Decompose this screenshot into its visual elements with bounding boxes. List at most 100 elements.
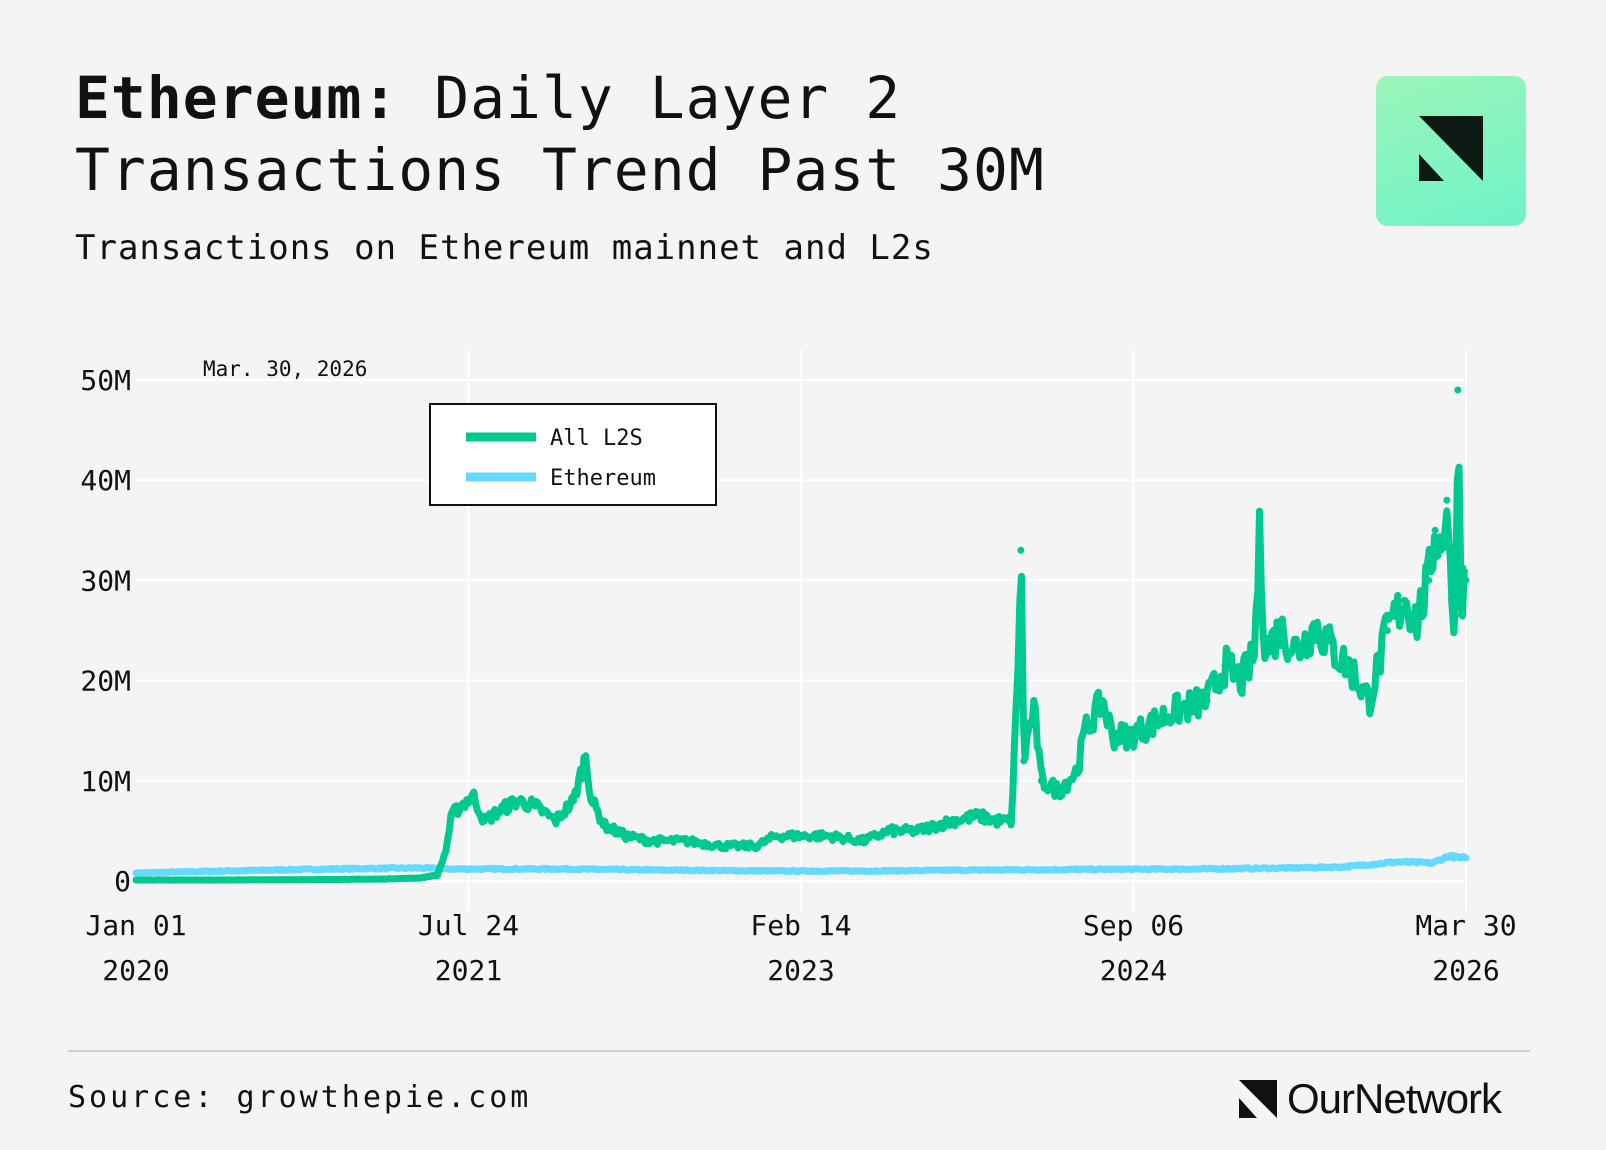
y-tick-label: 40M [80, 464, 131, 497]
legend-label: Ethereum [550, 466, 656, 491]
data-point-all-l2s [1055, 787, 1063, 795]
data-point-all-l2s [1456, 556, 1464, 564]
data-point-all-l2s [1020, 757, 1028, 765]
data-point-all-l2s [132, 876, 140, 884]
data-point-ethereum [859, 867, 867, 875]
y-tick-label: 20M [80, 665, 131, 698]
data-point-all-l2s [1013, 677, 1021, 685]
data-point-all-l2s [682, 837, 690, 845]
data-point-all-l2s [221, 876, 229, 884]
legend-label: All L2S [550, 426, 643, 451]
data-point-all-l2s [1144, 722, 1152, 730]
data-point-all-l2s [1462, 576, 1470, 584]
data-point-all-l2s [1008, 817, 1016, 825]
data-point-all-l2s [434, 871, 442, 879]
data-point-all-l2s [1443, 496, 1451, 504]
data-point-all-l2s [1294, 647, 1302, 654]
data-point-all-l2s [797, 832, 805, 840]
data-point-all-l2s [1030, 707, 1038, 715]
data-point-all-l2s [1073, 767, 1081, 775]
data-point-all-l2s [570, 797, 577, 805]
data-point-all-l2s [469, 792, 477, 800]
x-tick-year-label: 2026 [1432, 954, 1499, 987]
data-point-all-l2s [531, 802, 539, 810]
chart-subtitle: Transactions on Ethereum mainnet and L2s [75, 228, 934, 268]
data-point-ethereum [1462, 854, 1470, 862]
chart-title-rest: Daily Layer 2 Transactions Trend Past 30… [75, 64, 1045, 204]
data-point-all-l2s [448, 812, 456, 820]
y-tick-label: 10M [80, 765, 131, 798]
data-point-all-l2s [753, 842, 761, 850]
data-point-ethereum [1198, 865, 1206, 873]
x-tick-label: Jul 24 [418, 909, 519, 942]
data-point-all-l2s [1099, 697, 1107, 705]
x-tick-year-label: 2020 [102, 954, 169, 987]
source-label: Source: growthepie.com [68, 1080, 532, 1115]
data-point-all-l2s [824, 832, 832, 840]
data-point-all-l2s [1170, 707, 1178, 715]
data-point-all-l2s [1237, 677, 1245, 685]
data-point-all-l2s [1017, 546, 1025, 554]
data-point-all-l2s [1348, 667, 1356, 675]
x-tick-label: Jan 01 [85, 909, 186, 942]
data-point-all-l2s [1261, 647, 1269, 654]
data-point-all-l2s [1447, 596, 1455, 604]
data-point-all-l2s [1452, 612, 1459, 619]
line-chart: 0 10M 20M 30M 40M 50M Jan 01 2020 Jul 24 2021 Feb … [80, 350, 1517, 987]
data-point-all-l2s [456, 802, 464, 810]
data-point-ethereum [465, 865, 472, 873]
data-point-ethereum [445, 865, 453, 873]
brand-logo: OurNetwork [1237, 1074, 1502, 1124]
data-point-all-l2s [480, 817, 488, 825]
x-tick-label: Feb 14 [750, 909, 851, 942]
footer-divider [68, 1050, 1530, 1052]
data-point-all-l2s [1127, 732, 1135, 740]
y-tick-label: 0 [114, 865, 131, 898]
data-point-all-l2s [551, 817, 559, 825]
data-point-all-l2s [416, 874, 423, 882]
data-point-all-l2s [582, 752, 590, 760]
ournetwork-mark-icon [1419, 116, 1483, 181]
x-tick-year-label: 2023 [767, 954, 834, 987]
data-point-ethereum [1445, 852, 1453, 860]
data-point-all-l2s [1203, 697, 1211, 705]
data-point-all-l2s [1437, 546, 1445, 554]
data-point-all-l2s [1401, 596, 1409, 604]
data-point-ethereum [1456, 854, 1464, 862]
data-point-all-l2s [1276, 627, 1284, 634]
data-point-all-l2s [380, 875, 388, 883]
date-annotation: Mar. 30, 2026 [203, 357, 367, 381]
data-point-all-l2s [885, 827, 893, 835]
x-tick-label: Sep 06 [1083, 909, 1184, 942]
data-point-all-l2s [1081, 727, 1089, 735]
data-point-ethereum [647, 866, 654, 874]
data-point-all-l2s [992, 817, 1000, 825]
data-point-all-l2s [949, 817, 957, 825]
data-point-ethereum [1340, 863, 1347, 871]
data-point-ethereum [1286, 864, 1294, 872]
data-point-all-l2s [442, 847, 450, 855]
data-point-all-l2s [513, 797, 521, 805]
data-point-all-l2s [327, 876, 335, 883]
data-point-all-l2s [859, 837, 867, 845]
ournetwork-mark-icon [1239, 1080, 1277, 1118]
data-point-ethereum [221, 867, 229, 875]
series-line-ethereum [134, 851, 1469, 877]
data-point-all-l2s [1454, 386, 1462, 394]
data-point-all-l2s [1425, 576, 1433, 584]
x-tick-year-label: 2024 [1100, 954, 1167, 987]
x-tick-label: Mar 30 [1415, 909, 1516, 942]
data-point-all-l2s [1250, 652, 1258, 659]
data-point-all-l2s [1365, 697, 1373, 705]
brand-name: OurNetwork [1287, 1075, 1502, 1122]
data-point-ethereum [1073, 866, 1081, 873]
data-point-all-l2s [718, 842, 726, 850]
data-point-all-l2s [1109, 732, 1116, 740]
data-point-ethereum [558, 865, 566, 873]
data-point-all-l2s [622, 832, 630, 840]
data-point-ethereum [327, 865, 335, 873]
data-point-all-l2s [1431, 526, 1439, 534]
x-tick-year-label: 2021 [435, 954, 502, 987]
data-point-all-l2s [495, 807, 503, 815]
data-point-ethereum [1429, 859, 1437, 867]
